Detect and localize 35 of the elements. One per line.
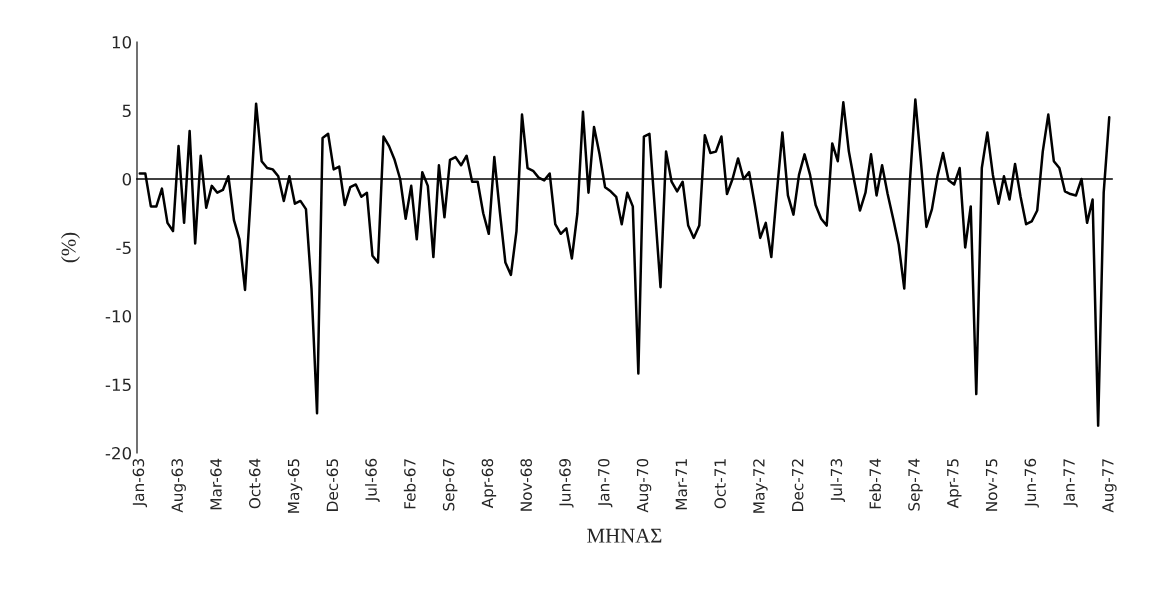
x-tick-label: Jul-66: [365, 458, 380, 503]
x-tick-label: Apr-75: [947, 459, 962, 509]
x-tick-label: May-72: [753, 459, 768, 513]
x-tick-label: Apr-68: [481, 458, 497, 509]
x-tick-label: Aug-70: [636, 458, 652, 513]
y-tick-label: 5: [122, 104, 131, 118]
x-tick-label: Jan-77: [1063, 459, 1078, 508]
x-tick-label: Sep-74: [908, 458, 923, 511]
x-tick-label: Jan-63: [132, 459, 148, 508]
x-tick-label: Mar-71: [675, 459, 688, 510]
x-tick-label: Aug-77: [1102, 459, 1117, 513]
x-tick-label: Oct-64: [248, 458, 261, 509]
y-tick-label: -10: [105, 309, 132, 323]
x-tick-label: Feb-74: [869, 458, 881, 509]
x-tick-label: Oct-71: [714, 459, 726, 509]
x-tick-label: Aug-63: [171, 459, 186, 513]
y-tick-label: -15: [105, 378, 131, 392]
x-tick-label: Jan-70: [597, 458, 613, 508]
x-tick-label: Jun-69: [559, 458, 574, 508]
x-tick-label: Jun-76: [1024, 458, 1039, 508]
x-tick-label: Mar-64: [210, 458, 222, 510]
x-tick-label: Feb-67: [403, 459, 416, 509]
x-tick-label: May-65: [287, 459, 303, 513]
x-tick-label: Nov-75: [985, 459, 998, 511]
x-tick-label: Jul-73: [830, 459, 846, 503]
x-tick-label: Dec-72: [791, 459, 804, 511]
y-tick-label: 10: [112, 35, 132, 49]
y-axis-title: (%): [61, 232, 80, 263]
x-tick-label: Dec-65: [326, 459, 339, 511]
x-tick-label: Nov-68: [520, 458, 532, 511]
x-axis-title: ΜΗΝΑΣ: [587, 528, 662, 543]
y-tick-label: 0: [122, 172, 132, 186]
y-tick-label: -20: [105, 446, 132, 460]
x-tick-label: Sep-67: [442, 459, 458, 511]
y-tick-label: -5: [116, 241, 131, 255]
